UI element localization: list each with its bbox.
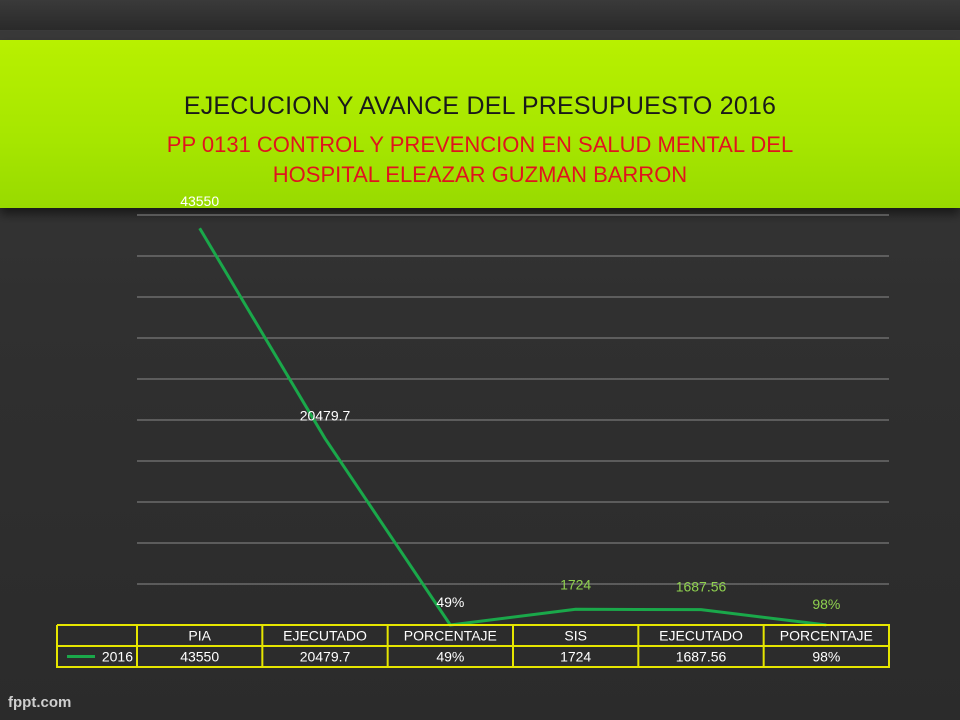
subtitle-line-1: PP 0131 CONTROL Y PREVENCION EN SALUD ME… xyxy=(166,132,794,157)
chart-title: EJECUCION Y AVANCE DEL PRESUPUESTO 2016 xyxy=(183,92,777,120)
table-header-cell: SIS xyxy=(564,628,587,644)
data-label: 49% xyxy=(436,594,464,610)
table-data-cell: 1724 xyxy=(560,649,591,665)
top-strip xyxy=(0,0,960,30)
table-header-cell: PORCENTAJE xyxy=(404,628,497,644)
table-header-cell: PORCENTAJE xyxy=(780,628,873,644)
table-header-cell: EJECUTADO xyxy=(283,628,367,644)
fppt-logo: fppt.com xyxy=(8,694,72,711)
data-label: 20479.7 xyxy=(300,407,351,423)
table-data-cell: 20479.7 xyxy=(300,649,351,665)
table-data-cell: 1687.56 xyxy=(676,649,727,665)
legend-label-2016: 2016 xyxy=(102,649,133,665)
table-data-cell: 98% xyxy=(812,649,840,665)
data-label: 1724 xyxy=(560,576,591,592)
data-label: 1687.56 xyxy=(676,579,727,595)
table-header-cell: PIA xyxy=(188,628,211,644)
table-data-cell: 43550 xyxy=(180,649,219,665)
table-data-cell: 49% xyxy=(436,649,464,665)
subtitle-line-2: HOSPITAL ELEAZAR GUZMAN BARRON xyxy=(272,162,688,187)
table-header-cell: EJECUTADO xyxy=(659,628,743,644)
series-line-2016 xyxy=(198,227,827,627)
data-label: 43550 xyxy=(180,193,219,209)
chart-subtitle: PP 0131 CONTROL Y PREVENCION EN SALUD ME… xyxy=(0,130,960,190)
title-banner: EJECUCION Y AVANCE DEL PRESUPUESTO 2016 … xyxy=(0,40,960,208)
data-label: 98% xyxy=(812,596,840,612)
